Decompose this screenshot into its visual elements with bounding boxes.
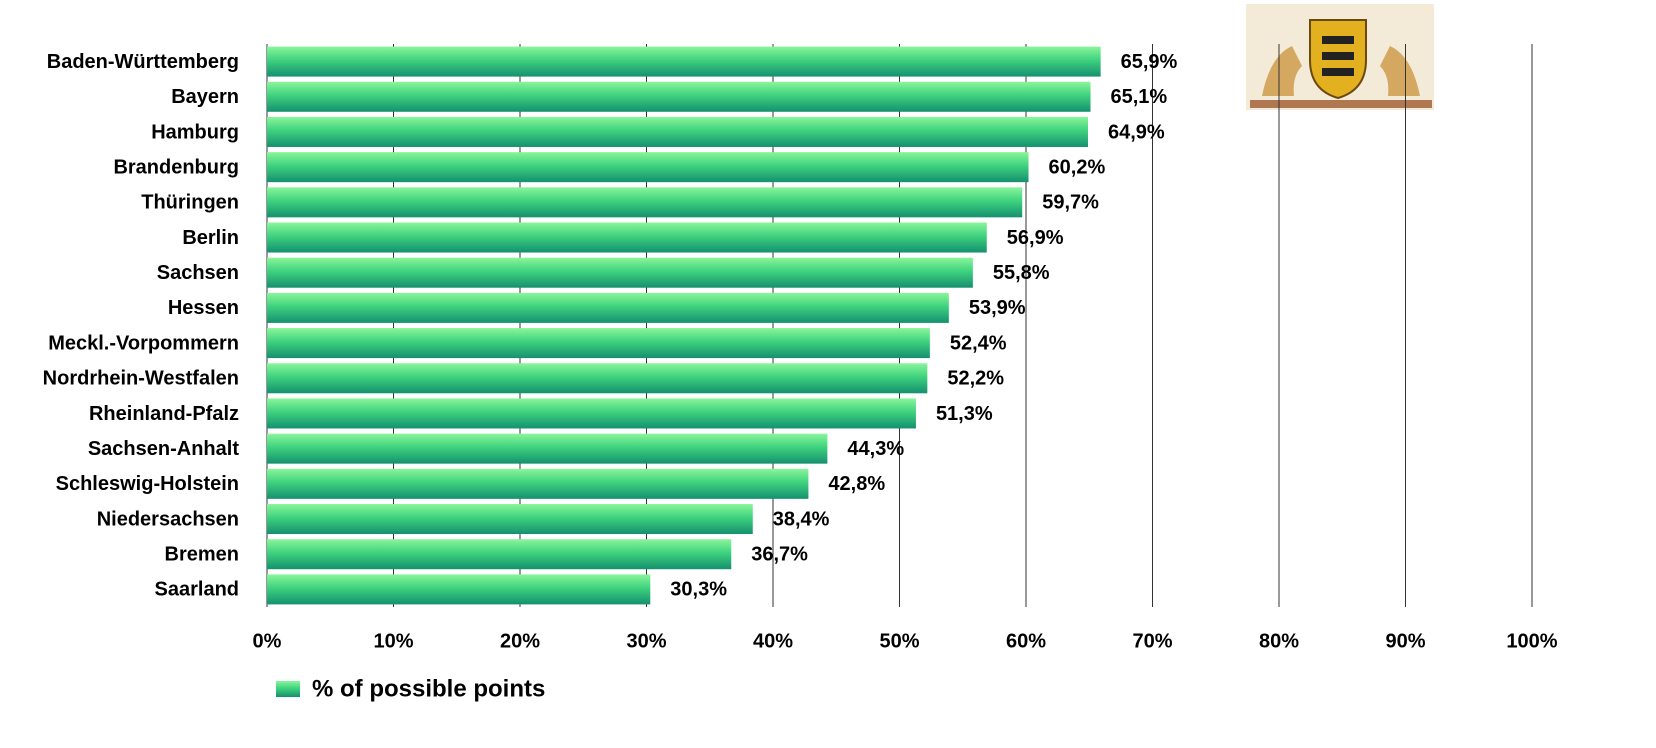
x-tick-label: 20% [500, 630, 540, 652]
x-tick-label: 70% [1132, 630, 1172, 652]
value-label: 42,8% [828, 473, 885, 495]
y-tick-label: Berlin [182, 227, 239, 249]
value-label: 52,2% [947, 368, 1004, 390]
x-tick-label: 0% [253, 630, 282, 652]
y-tick-label: Nordrhein-Westfalen [43, 368, 239, 390]
bar [267, 433, 828, 464]
x-tick-label: 100% [1506, 630, 1557, 652]
bar [267, 539, 732, 570]
bar [267, 398, 916, 429]
bar [267, 81, 1091, 112]
y-tick-label: Bremen [165, 544, 239, 566]
y-tick-label: Hessen [168, 297, 239, 319]
y-tick-label: Thüringen [141, 192, 239, 214]
value-label: 30,3% [670, 579, 727, 601]
legend-swatch [276, 681, 300, 697]
value-label: 38,4% [773, 508, 830, 530]
value-label: 59,7% [1042, 192, 1099, 214]
value-label: 55,8% [993, 262, 1050, 284]
x-tick-label: 90% [1385, 630, 1425, 652]
bar [267, 504, 753, 535]
coat-of-arms [1246, 4, 1434, 110]
x-tick-label: 50% [879, 630, 919, 652]
x-tick-label: 10% [373, 630, 413, 652]
y-tick-label: Schleswig-Holstein [56, 473, 239, 495]
x-tick-label: 30% [626, 630, 666, 652]
value-label: 44,3% [847, 438, 904, 460]
bar [267, 292, 949, 323]
y-tick-label: Bayern [171, 86, 239, 108]
y-tick-label: Sachsen-Anhalt [88, 438, 239, 460]
bar [267, 46, 1101, 77]
legend-label: % of possible points [312, 675, 545, 702]
value-label: 36,7% [751, 544, 808, 566]
value-label: 65,9% [1121, 51, 1178, 73]
bar [267, 116, 1088, 147]
bar [267, 363, 928, 394]
y-tick-label: Meckl.-Vorpommern [48, 332, 239, 354]
x-tick-label: 40% [753, 630, 793, 652]
y-tick-label: Rheinland-Pfalz [89, 403, 239, 425]
y-tick-label: Niedersachsen [97, 508, 239, 530]
x-tick-label: 60% [1006, 630, 1046, 652]
y-tick-label: Baden-Württemberg [47, 51, 239, 73]
y-tick-label: Hamburg [151, 121, 239, 143]
bar [267, 187, 1023, 218]
value-label: 64,9% [1108, 121, 1165, 143]
bar [267, 222, 987, 253]
y-tick-label: Sachsen [157, 262, 239, 284]
bar [267, 468, 809, 499]
bar [267, 257, 973, 288]
x-tick-label: 80% [1259, 630, 1299, 652]
bar [267, 152, 1029, 183]
value-label: 51,3% [936, 403, 993, 425]
bar [267, 328, 930, 359]
y-tick-label: Saarland [155, 579, 239, 601]
value-label: 52,4% [950, 332, 1007, 354]
value-label: 53,9% [969, 297, 1026, 319]
bar [267, 574, 651, 605]
y-tick-label: Brandenburg [113, 156, 239, 178]
value-label: 65,1% [1111, 86, 1168, 108]
value-label: 60,2% [1049, 156, 1106, 178]
value-label: 56,9% [1007, 227, 1064, 249]
